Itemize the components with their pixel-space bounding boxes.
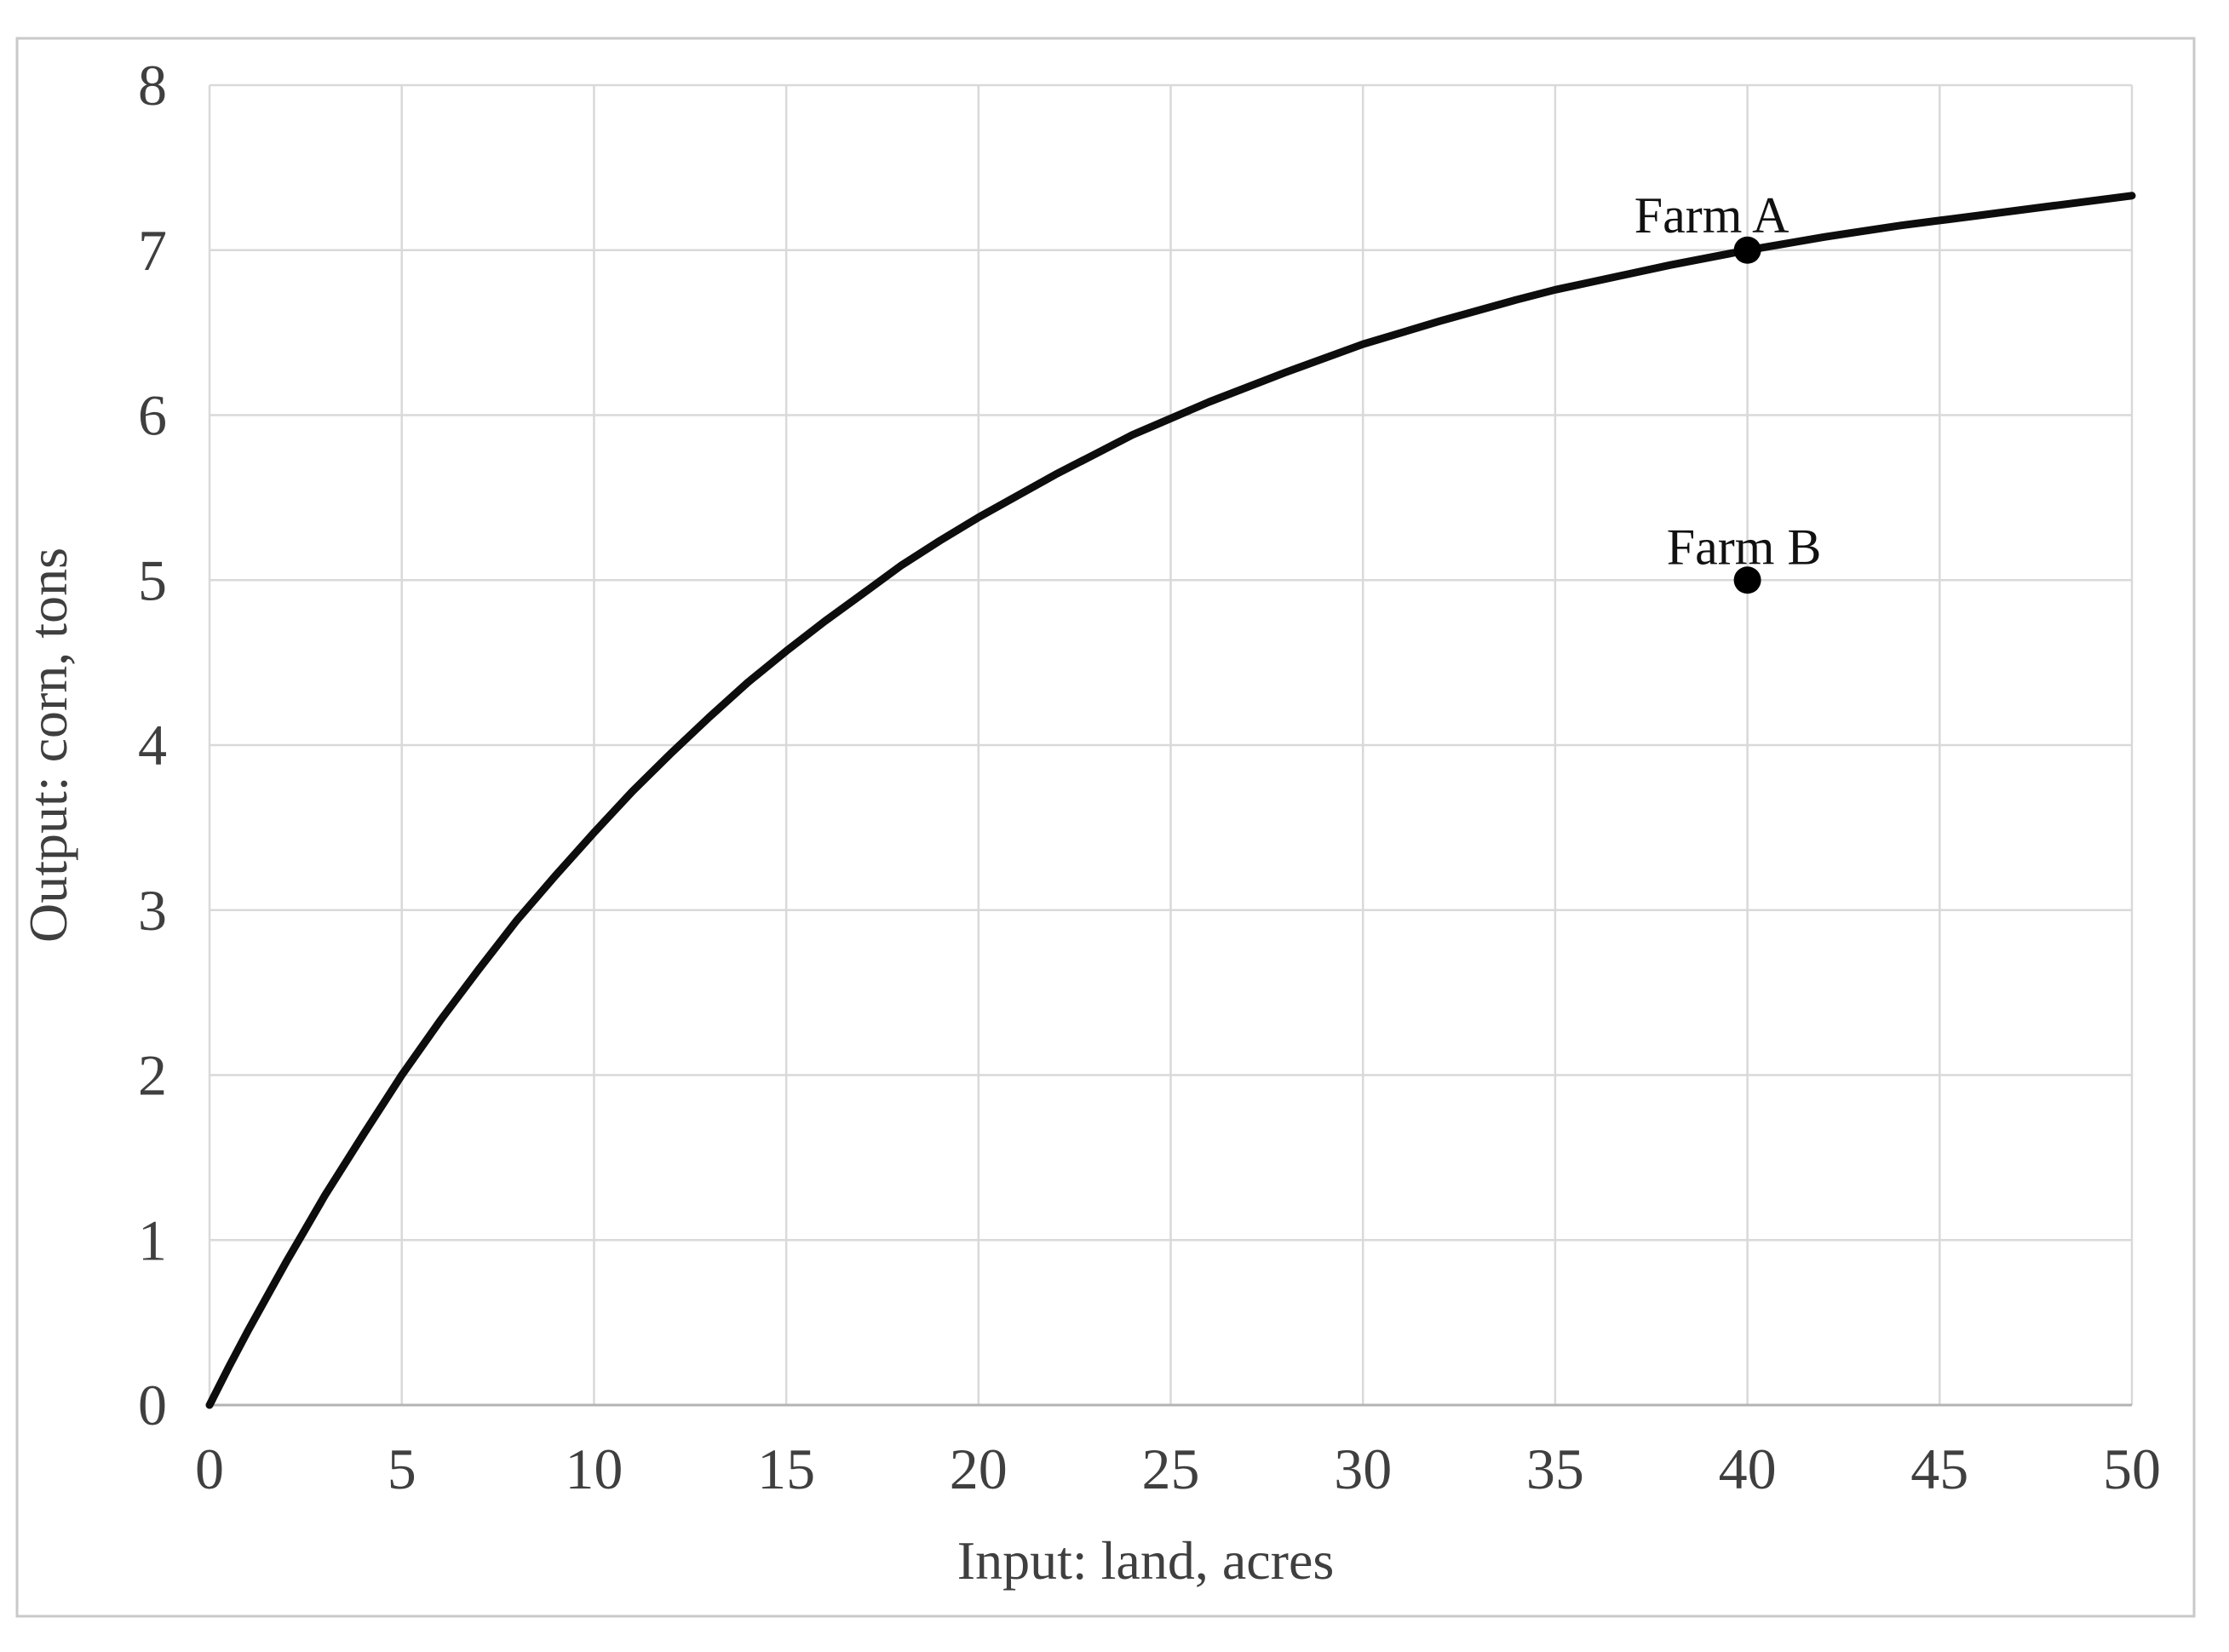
outer-border (15, 37, 2196, 1618)
total-product-curve-group (205, 192, 2136, 1409)
x-tick-label-40: 40 (1719, 1437, 1777, 1501)
x-tick-label-35: 35 (1526, 1437, 1584, 1501)
annotation-group: Farm A Farm B (1634, 187, 1822, 594)
y-tick-label-6: 6 (138, 383, 167, 448)
farm-b-point (1733, 566, 1761, 594)
farm-b-label: Farm B (1667, 519, 1822, 575)
x-tick-label-30: 30 (1334, 1437, 1392, 1501)
y-tick-label-5: 5 (138, 548, 167, 612)
y-tick-label-1: 1 (138, 1207, 167, 1272)
x-tick-label-5: 5 (388, 1437, 417, 1501)
farm-a-point (1733, 236, 1761, 264)
x-axis-title: Input: land, acres (957, 1530, 1335, 1591)
x-tick-label-25: 25 (1142, 1437, 1200, 1501)
x-tick-label-20: 20 (950, 1437, 1008, 1501)
y-tick-label-3: 3 (138, 878, 167, 943)
x-tick-label-45: 45 (1910, 1437, 1968, 1501)
x-tick-label-15: 15 (757, 1437, 815, 1501)
y-tick-label-4: 4 (138, 713, 167, 777)
farm-a-label: Farm A (1634, 187, 1790, 244)
y-axis-title: Output: corn, tons (18, 548, 78, 943)
x-tick-label-10: 10 (565, 1437, 623, 1501)
y-tick-label-7: 7 (138, 218, 167, 283)
y-tick-label-0: 0 (138, 1373, 167, 1437)
x-tick-label-50: 50 (2103, 1437, 2161, 1501)
y-tick-label-8: 8 (138, 53, 167, 118)
x-tick-label-0: 0 (195, 1437, 224, 1501)
total-product-curve (205, 192, 2136, 1409)
y-tick-label-2: 2 (138, 1043, 167, 1108)
